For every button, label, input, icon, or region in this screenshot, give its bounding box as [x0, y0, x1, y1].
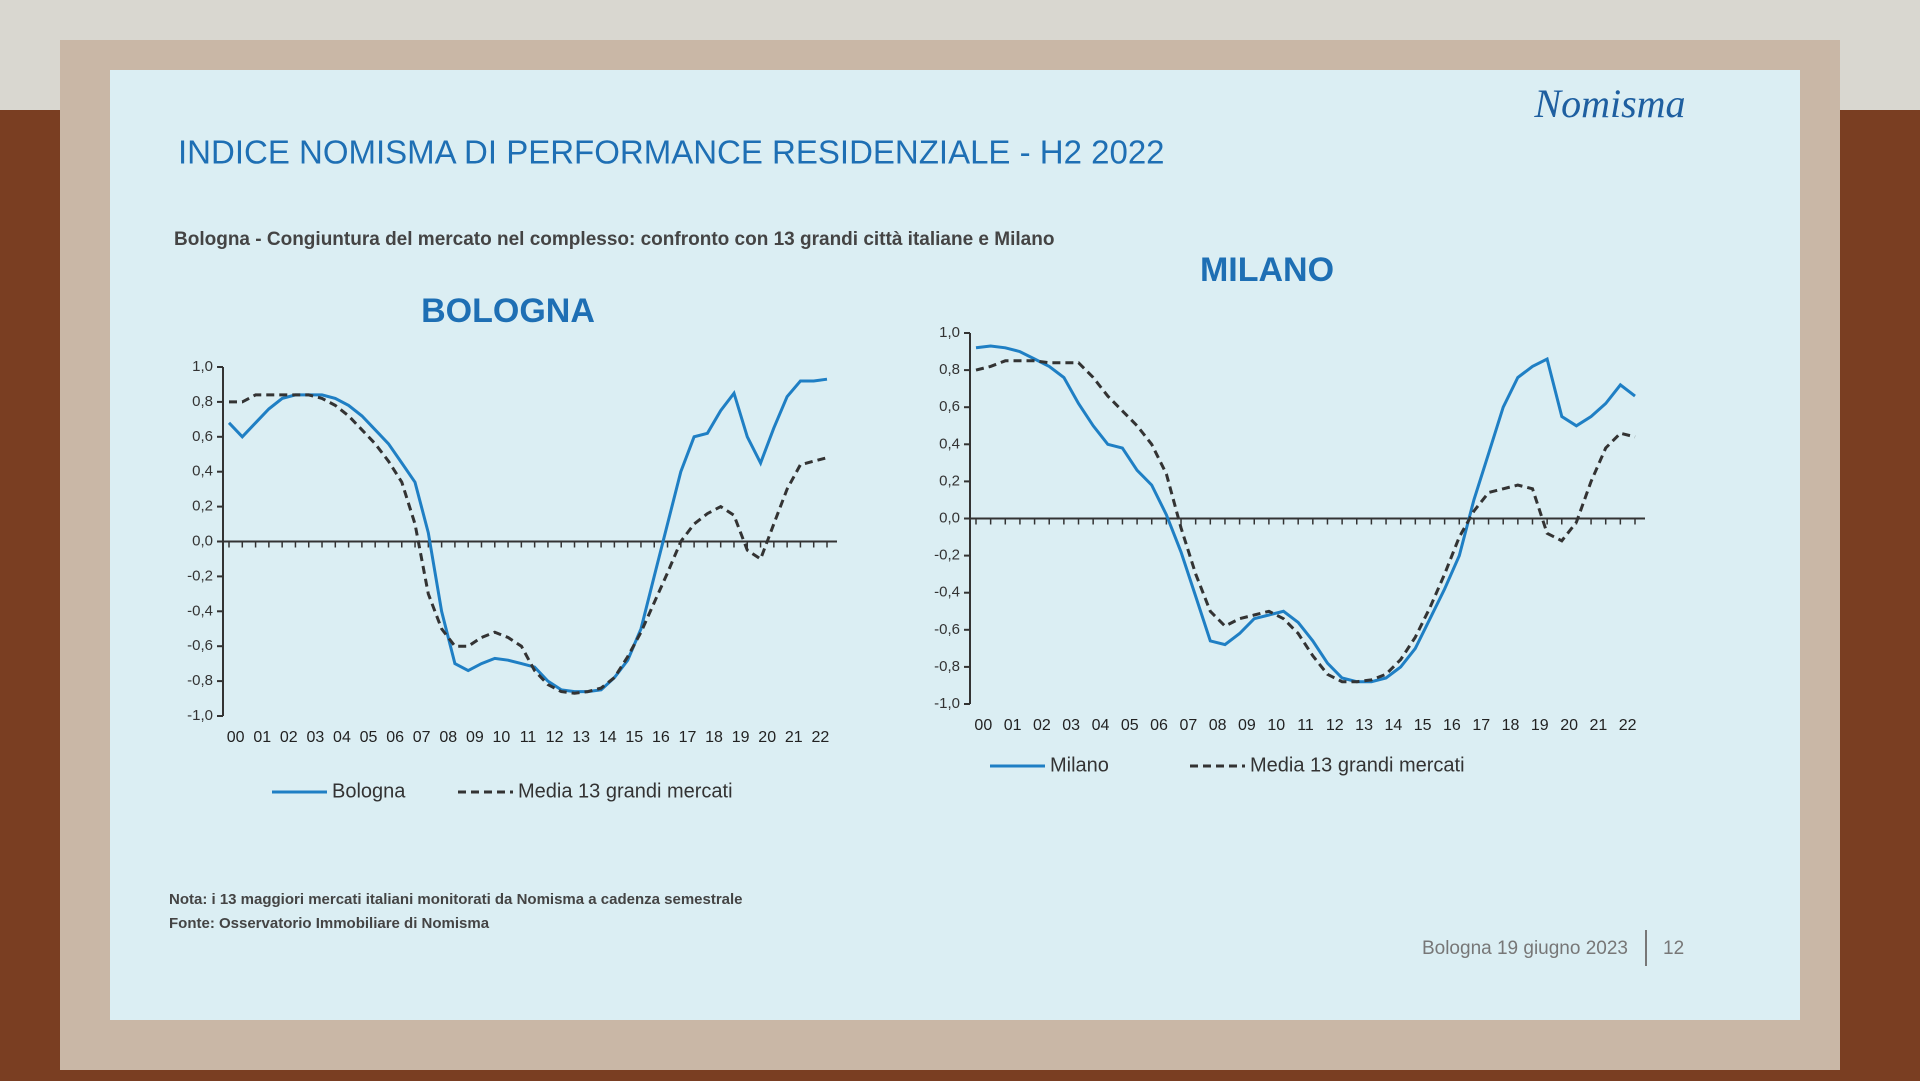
x-tick-label: 11: [520, 729, 537, 746]
x-tick-label: 06: [1150, 717, 1168, 734]
footer-page: 12: [1663, 938, 1684, 959]
x-tick-label: 00: [974, 717, 992, 734]
y-tick-label: 0,8: [192, 393, 213, 410]
x-tick-label: 15: [625, 729, 643, 746]
x-tick-label: 04: [1092, 717, 1110, 734]
slide: [110, 70, 1800, 1020]
x-tick-label: 16: [1443, 717, 1461, 734]
x-tick-label: 21: [1589, 717, 1607, 734]
y-tick-label: 0,8: [939, 361, 960, 378]
y-tick-label: -0,6: [934, 621, 960, 638]
x-tick-label: 01: [253, 729, 271, 746]
x-tick-label: 03: [306, 729, 324, 746]
y-tick-label: 0,0: [192, 532, 213, 549]
x-tick-label: 14: [1384, 717, 1402, 734]
x-tick-label: 22: [1619, 717, 1637, 734]
series-line: [975, 344, 1636, 684]
y-tick-label: -0,4: [187, 602, 213, 619]
legend-label: Milano: [1050, 754, 1109, 776]
chart-title: MILANO: [1200, 251, 1334, 289]
x-tick-label: 01: [1004, 717, 1022, 734]
series-line: [975, 359, 1636, 684]
footer-date: Bologna 19 giugno 2023: [1422, 938, 1628, 959]
x-tick-label: 17: [1472, 717, 1490, 734]
y-tick-label: 0,0: [939, 509, 960, 526]
series-line: [227, 377, 828, 694]
series-line: [229, 393, 828, 695]
x-tick-label: 05: [1121, 717, 1139, 734]
chart-title: BOLOGNA: [421, 292, 595, 330]
x-tick-label: 13: [572, 729, 590, 746]
x-tick-label: 07: [1179, 717, 1197, 734]
x-tick-label: 17: [679, 729, 697, 746]
y-tick-label: -0,8: [187, 672, 213, 689]
y-tick-label: -1,0: [187, 707, 213, 724]
y-tick-label: 0,2: [939, 472, 960, 489]
x-tick-label: 07: [413, 729, 431, 746]
x-tick-label: 19: [1531, 717, 1549, 734]
x-tick-label: 21: [785, 729, 803, 746]
x-tick-label: 11: [1297, 717, 1314, 734]
x-tick-label: 04: [333, 729, 351, 746]
x-tick-label: 22: [811, 729, 829, 746]
slide-subtitle: Bologna - Congiuntura del mercato nel co…: [174, 229, 1054, 250]
slide-title: INDICE NOMISMA DI PERFORMANCE RESIDENZIA…: [178, 134, 1165, 171]
x-tick-label: 12: [546, 729, 564, 746]
x-tick-label: 13: [1355, 717, 1373, 734]
x-tick-label: 10: [493, 729, 511, 746]
x-tick-label: 08: [1209, 717, 1227, 734]
y-tick-label: 0,6: [192, 428, 213, 445]
x-tick-label: 12: [1326, 717, 1344, 734]
y-tick-label: -1,0: [934, 695, 960, 712]
x-tick-label: 02: [1033, 717, 1051, 734]
x-tick-label: 18: [705, 729, 723, 746]
y-tick-label: 0,2: [192, 498, 213, 515]
x-tick-label: 14: [599, 729, 617, 746]
y-tick-label: -0,2: [187, 567, 213, 584]
y-tick-label: -0,6: [187, 637, 213, 654]
x-tick-label: 16: [652, 729, 670, 746]
x-tick-label: 05: [360, 729, 378, 746]
y-tick-label: 1,0: [939, 324, 960, 341]
x-tick-label: 08: [439, 729, 457, 746]
y-tick-label: 1,0: [192, 358, 213, 375]
x-tick-label: 20: [758, 729, 776, 746]
y-tick-label: -0,2: [934, 547, 960, 564]
x-tick-label: 03: [1062, 717, 1080, 734]
x-tick-label: 09: [1238, 717, 1256, 734]
legend-label: Media 13 grandi mercati: [1250, 754, 1465, 776]
x-tick-label: 10: [1267, 717, 1285, 734]
x-tick-label: 00: [227, 729, 245, 746]
x-tick-label: 06: [386, 729, 404, 746]
y-tick-label: 0,6: [939, 398, 960, 415]
y-tick-label: 0,4: [939, 435, 960, 452]
y-tick-label: -0,8: [934, 658, 960, 675]
legend-label: Media 13 grandi mercati: [518, 780, 733, 802]
x-tick-label: 09: [466, 729, 484, 746]
note: Fonte: Osservatorio Immobiliare di Nomis…: [169, 915, 490, 932]
x-tick-label: 15: [1414, 717, 1432, 734]
note: Nota: i 13 maggiori mercati italiani mon…: [169, 891, 743, 908]
x-tick-label: 19: [732, 729, 750, 746]
y-tick-label: -0,4: [934, 584, 960, 601]
logo: Nomisma: [1533, 81, 1685, 126]
x-tick-label: 02: [280, 729, 298, 746]
x-tick-label: 20: [1560, 717, 1578, 734]
legend-label: Bologna: [332, 780, 406, 802]
y-tick-label: 0,4: [192, 463, 213, 480]
x-tick-label: 18: [1502, 717, 1520, 734]
